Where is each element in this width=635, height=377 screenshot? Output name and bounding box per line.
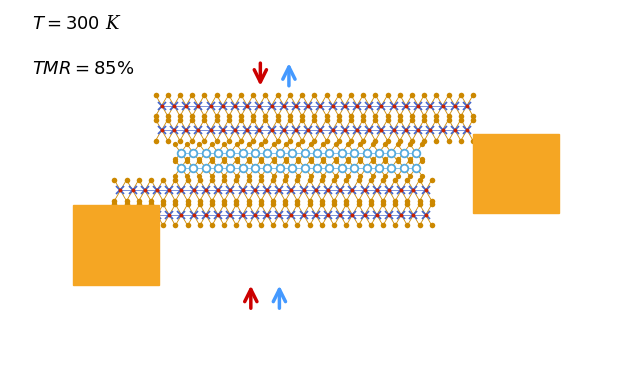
Text: $T = 300$ K: $T = 300$ K <box>32 15 121 33</box>
Text: $TMR = 85\%$: $TMR = 85\%$ <box>32 60 134 78</box>
Bar <box>73 205 159 285</box>
Bar <box>473 134 559 213</box>
